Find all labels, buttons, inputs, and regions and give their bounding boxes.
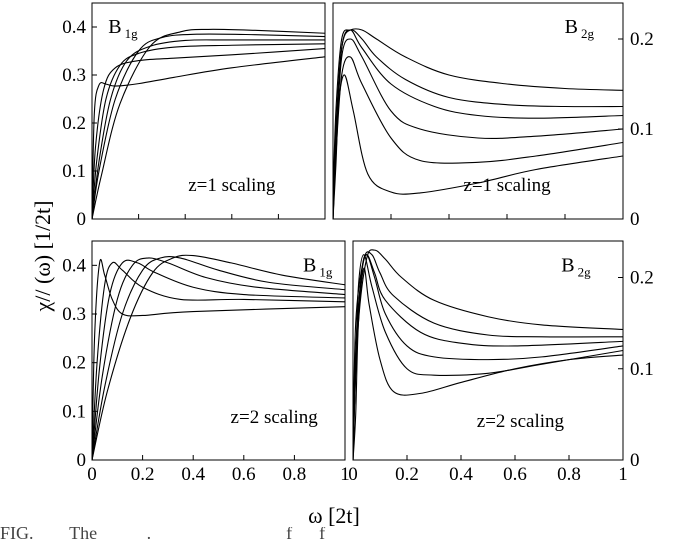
x-tick-label: 0 <box>87 464 97 485</box>
series-line-4 <box>92 257 345 460</box>
series-line-6 <box>353 267 623 460</box>
plot-frame <box>332 2 624 220</box>
y-tick-label: 0 <box>77 209 87 230</box>
series-line-6 <box>92 254 345 460</box>
x-tick-label: 1 <box>340 464 350 485</box>
series-line-4 <box>92 39 325 219</box>
plot-frame <box>352 240 624 461</box>
panel-label-sub: 2g <box>578 265 592 280</box>
x-tick-label: 0.8 <box>557 464 581 485</box>
series-line-1 <box>92 56 325 219</box>
plot-frame <box>91 2 326 220</box>
y-axis-title: χ// (ω) [1/2t] <box>30 201 55 313</box>
chart-panel-top-left: 0 0.1 0.2 0.3 0.4 B 1g z=1 scaling <box>62 2 326 230</box>
series-group <box>353 249 623 460</box>
y-tick-label: 0 <box>77 450 87 471</box>
panel-label-sub: 1g <box>125 26 139 41</box>
x-axis-title: ω [2t] <box>308 503 360 528</box>
x-tick-label: 0.4 <box>449 464 473 485</box>
x-tick-label: 0.2 <box>395 464 419 485</box>
panel-label: B 1g <box>108 16 138 41</box>
x-tick-label: 1 <box>618 464 628 485</box>
y-tick-label: 0.4 <box>62 17 86 38</box>
chart-panel-top-right: 0 0.1 0.2 B 2g z=1 scaling <box>332 2 654 230</box>
series-group <box>92 28 325 219</box>
series-line-2 <box>92 261 345 460</box>
series-group <box>333 28 623 219</box>
panel-label-main: B <box>561 255 574 277</box>
y-tick-label: 0.1 <box>630 359 654 380</box>
series-line-3 <box>92 259 345 460</box>
panel-label-main: B <box>565 16 578 38</box>
y-tick-label: 0.2 <box>62 353 86 374</box>
scaling-annotation: z=2 scaling <box>231 407 319 428</box>
panel-label: B 2g <box>565 16 595 41</box>
panel-label: B 1g <box>303 255 333 280</box>
scaling-annotation: z=1 scaling <box>463 175 551 196</box>
y-tick-label: 0.3 <box>62 304 86 325</box>
x-tick-label: 0.2 <box>131 464 155 485</box>
y-tick-label: 0.2 <box>630 268 654 289</box>
series-line-6 <box>92 28 325 219</box>
panel-label-sub: 1g <box>319 265 333 280</box>
y-tick-label: 0.2 <box>630 29 654 50</box>
x-tick-label: 0.8 <box>283 464 307 485</box>
scaling-annotation: z=2 scaling <box>477 411 565 432</box>
y-tick-label: 0 <box>630 450 640 471</box>
y-tick-label: 0 <box>630 209 640 230</box>
series-line-1 <box>333 28 623 202</box>
chart-panel-bottom-left: 0 0.1 0.2 0.3 0.4 0 0.2 0.4 0.6 0.8 1 B 1g z=2 scalin… <box>62 240 350 485</box>
series-line-2 <box>353 251 623 460</box>
panel-label-main: B <box>303 255 316 277</box>
series-line-5 <box>92 33 325 219</box>
plot-frame <box>91 240 346 461</box>
scaling-annotation: z=1 scaling <box>188 175 276 196</box>
x-tick-label: 0.4 <box>181 464 205 485</box>
y-tick-label: 0.3 <box>62 65 86 86</box>
y-tick-label: 0.1 <box>62 401 86 422</box>
chart-panel-bottom-right: 0 0.1 0.2 0 0.2 0.4 0.6 0.8 1 B 2g z=2 scaling <box>348 240 654 485</box>
y-tick-label: 0.4 <box>62 255 86 276</box>
panel-label: B 2g <box>561 255 591 280</box>
x-tick-label: 0.6 <box>503 464 527 485</box>
x-tick-label: 0 <box>348 464 358 485</box>
caption-fragment: FIG. The . f f <box>0 527 326 539</box>
series-group <box>92 254 345 460</box>
panel-label-main: B <box>108 16 121 38</box>
series-line-1 <box>92 258 345 460</box>
series-line-5 <box>92 255 345 460</box>
x-tick-label: 0.6 <box>232 464 256 485</box>
y-tick-label: 0.1 <box>630 119 654 140</box>
panel-label-sub: 2g <box>581 26 595 41</box>
series-line-6 <box>333 74 623 219</box>
y-tick-label: 0.1 <box>62 161 86 182</box>
y-tick-label: 0.2 <box>62 113 86 134</box>
series-line-2 <box>92 48 325 219</box>
